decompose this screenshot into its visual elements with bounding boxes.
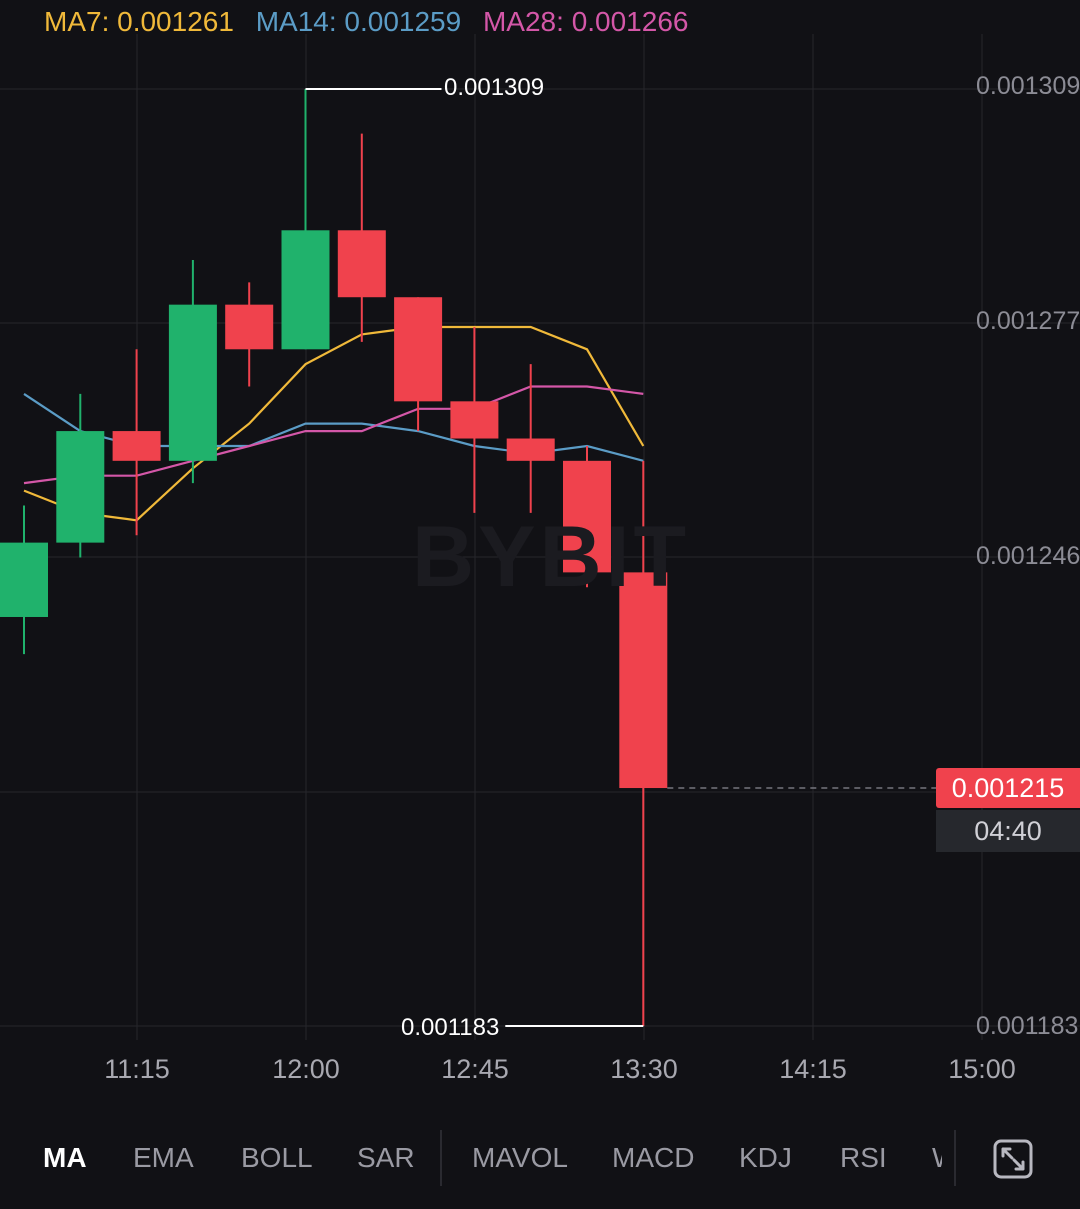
candle-body — [563, 460, 611, 573]
last-price-badge: 0.001215 — [936, 768, 1080, 808]
price-tick-label: 0.001246 — [976, 542, 1080, 570]
ma-line-ma7 — [23, 325, 645, 522]
tab-divider — [954, 1130, 956, 1186]
tab-kdj[interactable]: KDJ — [739, 1142, 792, 1173]
candle-body — [337, 230, 386, 298]
time-tick-label: 12:45 — [441, 1054, 509, 1084]
legend-ma14: MA14: 0.001259 — [255, 6, 462, 37]
candle-body — [281, 230, 330, 350]
legend-ma7: MA7: 0.001261 — [44, 6, 234, 37]
low-price-label: 0.001183 — [401, 1014, 500, 1041]
candle-body — [506, 438, 555, 461]
tab-wr[interactable]: W — [932, 1142, 942, 1174]
price-tick-label: 0.001183 — [976, 1012, 1079, 1040]
time-tick-label: 13:30 — [610, 1054, 678, 1084]
time-tick-label: 14:15 — [779, 1054, 847, 1084]
ma-line-ma28 — [23, 385, 644, 485]
extreme-markers — [305, 88, 936, 1027]
candle-body — [0, 542, 48, 617]
ma-legend: MA7: 0.001261 MA14: 0.001259 MA28: 0.001… — [44, 6, 702, 38]
tab-macd[interactable]: MACD — [612, 1142, 695, 1173]
time-tick-label: 12:00 — [272, 1054, 340, 1084]
price-tick-label: 0.001309 — [976, 72, 1080, 100]
price-tick-label: 0.001277 — [976, 307, 1080, 335]
high-price-label: 0.001309 — [444, 74, 545, 101]
candles — [0, 89, 668, 1026]
tab-ema[interactable]: EMA — [133, 1142, 194, 1173]
watermark-logo: BYBIT — [412, 509, 690, 605]
indicator-tab-bar: MA EMA BOLL SAR MAVOL MACD KDJ RSI W — [0, 1130, 1080, 1190]
tab-divider — [440, 1130, 442, 1186]
candle-body — [56, 431, 105, 543]
tab-sar[interactable]: SAR — [357, 1142, 415, 1173]
candle-countdown: 04:40 — [936, 810, 1080, 852]
candle-body — [168, 304, 217, 461]
candle-body — [112, 431, 161, 461]
tab-ma[interactable]: MA — [43, 1142, 87, 1173]
candlestick-chart[interactable] — [0, 0, 1080, 1120]
time-tick-label: 15:00 — [948, 1054, 1016, 1084]
tab-mavol[interactable]: MAVOL — [472, 1142, 568, 1173]
legend-ma28: MA28: 0.001266 — [482, 6, 689, 37]
time-tick-label: 11:15 — [104, 1054, 170, 1084]
fullscreen-icon[interactable] — [992, 1138, 1034, 1180]
candle-body — [394, 297, 443, 402]
candle-body — [450, 401, 499, 439]
tab-rsi[interactable]: RSI — [840, 1142, 887, 1173]
moving-average-lines — [23, 325, 645, 522]
tab-boll[interactable]: BOLL — [241, 1142, 313, 1173]
candle-body — [225, 304, 274, 350]
candle-body — [619, 572, 668, 789]
